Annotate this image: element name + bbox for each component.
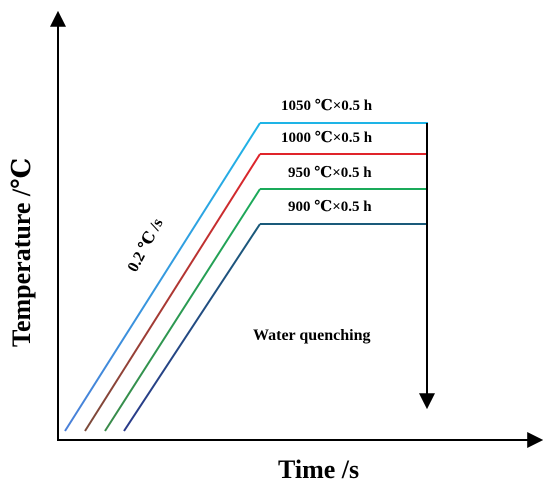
ramp-line-1050 xyxy=(64,122,261,432)
y-axis-title: Temperature /℃ xyxy=(7,158,36,347)
label-900: 900 ℃×0.5 h xyxy=(288,199,372,215)
water-quenching-label: Water quenching xyxy=(253,327,371,344)
ramp-line-900 xyxy=(123,223,261,432)
label-950: 950 ℃×0.5 h xyxy=(288,165,372,181)
ramp-line-1000 xyxy=(84,153,261,432)
label-1050: 1050 ℃×0.5 h xyxy=(281,98,373,114)
label-1000: 1000 ℃×0.5 h xyxy=(281,130,373,146)
x-axis-title: Time /s xyxy=(278,455,359,484)
heating-rate-label: 0.2 ℃ /s xyxy=(125,216,167,275)
ramp-line-950 xyxy=(104,188,261,432)
